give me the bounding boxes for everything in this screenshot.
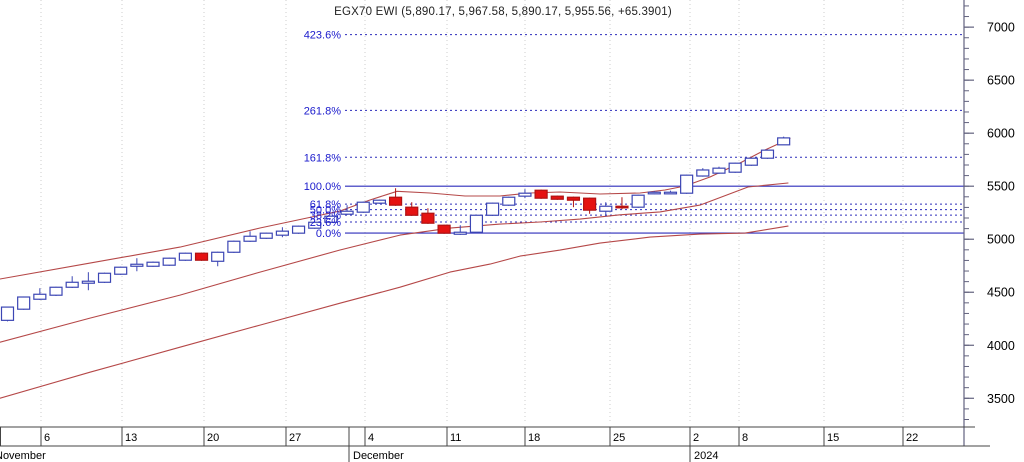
week-label: 25 [613, 432, 625, 444]
week-label: 20 [207, 432, 219, 444]
month-label: December [353, 450, 404, 462]
fib-level-label: 50.0% [310, 205, 341, 217]
fib-level-label: 161.8% [304, 152, 342, 164]
price-axis: 3500 4000 4500 5000 5500 6000 6500 7000 [963, 0, 1015, 446]
candle-down [405, 206, 419, 216]
candle-up [631, 194, 645, 208]
band-line-upper [0, 137, 791, 280]
price-axis-label: 6500 [987, 74, 1015, 88]
candle-up [712, 167, 726, 174]
candle-up [49, 286, 63, 296]
candle-down [421, 212, 435, 224]
candle-up [130, 263, 144, 267]
month-label: 2024 [694, 450, 718, 462]
fibonacci-retracement-lines [345, 34, 964, 234]
candle-up [777, 137, 791, 146]
week-label: 4 [368, 432, 374, 444]
fib-level-label: 100.0% [304, 181, 342, 193]
candle-up [518, 192, 532, 197]
candle-down [388, 196, 403, 206]
candle-up [33, 293, 47, 300]
fib-level-label: 61.8% [310, 199, 341, 211]
candle-up [340, 210, 354, 215]
week-label: 15 [827, 432, 839, 444]
candle-up [486, 202, 500, 216]
band-line-lower [0, 225, 789, 399]
fib-level-label: 261.8% [304, 105, 342, 117]
week-label: 18 [528, 432, 540, 444]
candle-up [81, 280, 95, 284]
price-axis-label: 5000 [987, 233, 1015, 247]
week-label: 8 [742, 432, 748, 444]
price-axis-label: 4000 [987, 339, 1015, 353]
candle-up [178, 252, 192, 261]
candle-up [696, 169, 710, 177]
price-axis-label: 7000 [987, 21, 1015, 35]
candle-up [65, 281, 79, 288]
price-axis-label: 5500 [987, 180, 1015, 194]
candle-up [275, 230, 289, 236]
candle-up [356, 201, 370, 213]
candle-down [534, 189, 548, 199]
week-label: 11 [450, 432, 461, 444]
week-label: 22 [906, 432, 918, 444]
candle-up [728, 162, 742, 173]
candle-up [211, 251, 225, 262]
candle-up [308, 221, 322, 229]
candle-up [17, 296, 31, 310]
price-axis-label: 4500 [987, 286, 1015, 300]
week-label: 2 [693, 432, 699, 444]
candle-up [162, 257, 176, 266]
candle-up [469, 214, 484, 233]
candle-up [453, 231, 467, 235]
candle-up [243, 235, 257, 242]
candle-up [372, 199, 387, 204]
candle-up [502, 196, 516, 206]
month-label: November [0, 450, 46, 462]
fib-level-label: 423.6% [304, 30, 342, 42]
price-axis-label: 6000 [987, 127, 1015, 141]
candle-down [615, 205, 629, 209]
candle-down [194, 252, 209, 261]
candlestick-series [0, 136, 791, 322]
week-label: 13 [125, 432, 137, 444]
candle-up [146, 261, 160, 267]
candle-up [97, 272, 112, 283]
candle-up [663, 191, 678, 195]
candle-down [550, 195, 564, 200]
chart-title: EGX70 EWI (5,890.17, 5,967.58, 5,890.17,… [334, 6, 672, 18]
week-label: 6 [44, 432, 50, 444]
candle-down [583, 197, 597, 211]
candle-up [0, 306, 15, 321]
candle-down [566, 196, 581, 201]
candle-up [647, 191, 661, 195]
gridlines [40, 0, 904, 424]
envelope-bands [0, 137, 791, 399]
date-axis: 6 13 20 27 4 11 18 25 2 8 15 22 November December 2024 [0, 426, 990, 462]
candle-up [259, 232, 273, 239]
fib-level-label: 38.2% [310, 210, 341, 222]
candle-up [324, 215, 338, 223]
candle-up [227, 240, 241, 253]
candle-up [760, 149, 775, 159]
candle-up [599, 205, 613, 212]
candle-up [744, 157, 758, 166]
candle-up [291, 225, 306, 234]
fib-level-label: 23.6% [310, 217, 341, 229]
candle-down [437, 224, 451, 234]
fibonacci-labels: 423.6% 261.8% 161.8% 100.0% 61.8%50.0%38.2%2… [304, 30, 342, 241]
candle-up [114, 266, 128, 275]
price-axis-label: 3500 [987, 392, 1015, 406]
candle-up [680, 174, 694, 194]
week-label: 27 [289, 432, 301, 444]
band-line-middle [0, 182, 789, 343]
fib-level-label: 0.0% [316, 228, 341, 240]
